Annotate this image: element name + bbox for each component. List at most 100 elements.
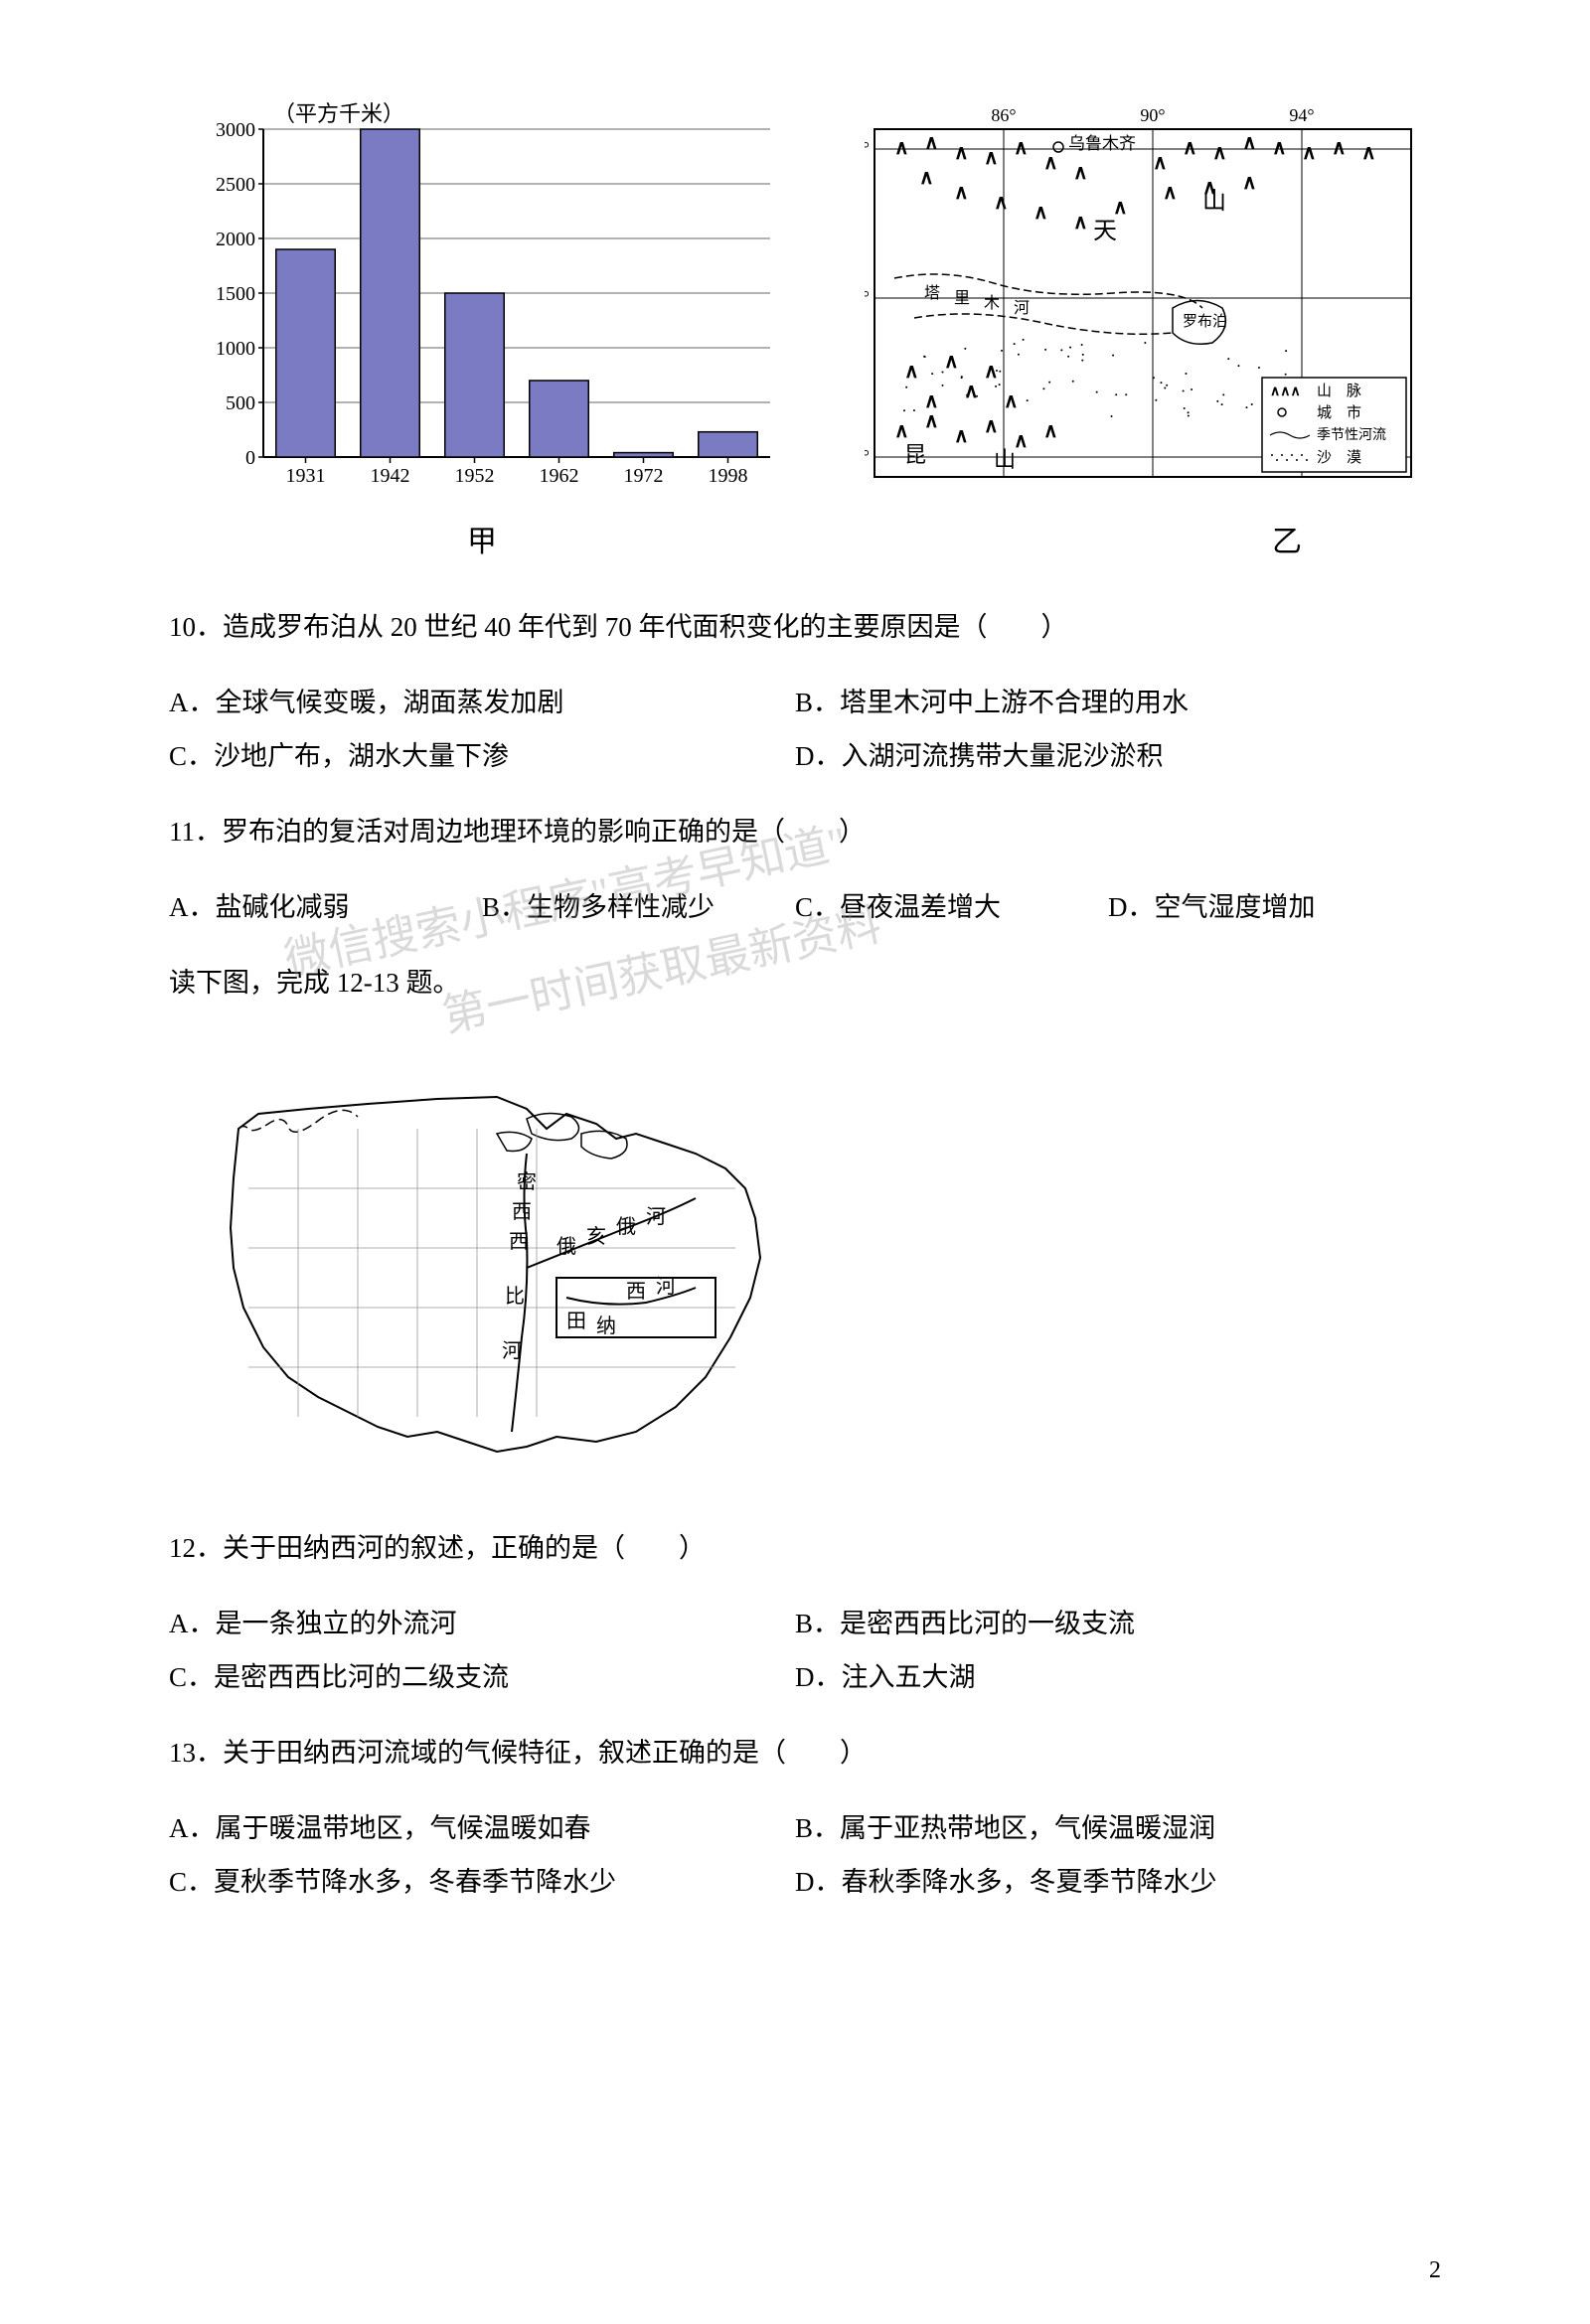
us-map-svg: 密西西比河俄亥俄河田纳西河 [189, 1039, 805, 1486]
svg-text:1942: 1942 [371, 465, 410, 487]
svg-text:天: 天 [1093, 219, 1117, 244]
svg-text:∧∧∧: ∧∧∧ [1270, 385, 1301, 399]
svg-text:∧: ∧ [924, 390, 939, 412]
svg-text:1000: 1000 [216, 338, 255, 360]
svg-text:∧: ∧ [954, 425, 969, 447]
svg-text:俄: 俄 [556, 1235, 576, 1258]
xinjiang-map: 86°90°94°44°40°36°∧∧∧∧∧∧∧∧∧∧∧∧∧∧∧∧∧∧∧∧∧∧… [865, 99, 1421, 497]
svg-text:40°: 40° [865, 287, 870, 307]
svg-text:密: 密 [517, 1170, 537, 1193]
svg-text:500: 500 [226, 392, 255, 414]
svg-text:∧: ∧ [1242, 132, 1257, 154]
svg-text:山 脉: 山 脉 [1317, 383, 1361, 399]
q13-opt-a: A．属于暖温带地区，气候温暖如春 [169, 1801, 795, 1855]
svg-text:2500: 2500 [216, 174, 255, 196]
instruction-text: 读下图，完成 12-13 题。 [169, 956, 1421, 1009]
svg-text:∧: ∧ [1212, 142, 1227, 164]
svg-text:∧: ∧ [944, 351, 959, 373]
svg-text:河: 河 [646, 1205, 666, 1228]
q13-opt-b: B．属于亚热带地区，气候温暖湿润 [795, 1801, 1421, 1855]
svg-text:94°: 94° [1289, 105, 1314, 125]
chart-svg: （平方千米）0500100015002000250030001931194219… [169, 99, 785, 497]
svg-text:沙 漠: 沙 漠 [1317, 449, 1361, 466]
q10-opt-c: C．沙地广布，湖水大量下渗 [169, 729, 795, 783]
svg-text:∧: ∧ [924, 410, 939, 432]
svg-text:3000: 3000 [216, 119, 255, 141]
q12-opt-b: B．是密西西比河的一级支流 [795, 1597, 1421, 1650]
svg-text:河: 河 [1014, 299, 1030, 317]
svg-text:∧: ∧ [1163, 182, 1178, 204]
svg-text:∧: ∧ [1034, 202, 1048, 224]
q10-options: A．全球气候变暖，湖面蒸发加剧 B．塔里木河中上游不合理的用水 C．沙地广布，湖… [169, 676, 1421, 783]
svg-text:∧: ∧ [1332, 137, 1347, 159]
svg-text:西: 西 [626, 1281, 646, 1303]
svg-text:∧: ∧ [954, 142, 969, 164]
q13-options: A．属于暖温带地区，气候温暖如春 B．属于亚热带地区，气候温暖湿润 C．夏秋季节… [169, 1801, 1421, 1909]
svg-text:∧: ∧ [1043, 152, 1058, 174]
q11-opt-a: A．盐碱化减弱 [169, 880, 482, 934]
svg-text:∧: ∧ [1004, 390, 1019, 412]
svg-text:∧: ∧ [1302, 142, 1317, 164]
svg-text:∧: ∧ [954, 182, 969, 204]
svg-text:∧: ∧ [964, 381, 979, 402]
q10-opt-a: A．全球气候变暖，湖面蒸发加剧 [169, 676, 795, 729]
svg-text:∧: ∧ [1073, 212, 1088, 233]
svg-text:（平方千米）: （平方千米） [273, 101, 404, 126]
figure-labels-row: 甲 乙 [169, 517, 1421, 560]
label-yi: 乙 [1272, 517, 1302, 560]
label-jia: 甲 [467, 517, 497, 560]
svg-text:1931: 1931 [286, 465, 326, 487]
q12-opt-d: D．注入五大湖 [795, 1650, 1421, 1704]
q10-opt-d: D．入湖河流携带大量泥沙淤积 [795, 729, 1421, 783]
svg-text:∧: ∧ [1014, 430, 1029, 452]
svg-text:∧: ∧ [1183, 137, 1197, 159]
q13-text: 13．关于田纳西河流域的气候特征，叙述正确的是（ ） [169, 1726, 1421, 1780]
svg-text:∧: ∧ [984, 361, 999, 383]
svg-text:∧: ∧ [919, 167, 934, 189]
svg-text:∧: ∧ [1113, 197, 1128, 219]
svg-text:44°: 44° [865, 138, 870, 158]
svg-text:∧: ∧ [984, 415, 999, 437]
svg-text:86°: 86° [991, 105, 1016, 125]
svg-text:2000: 2000 [216, 229, 255, 250]
q12-options: A．是一条独立的外流河 B．是密西西比河的一级支流 C．是密西西比河的二级支流 … [169, 1597, 1421, 1704]
svg-text:90°: 90° [1140, 105, 1165, 125]
svg-text:河: 河 [656, 1275, 676, 1298]
svg-text:∧: ∧ [894, 137, 909, 159]
map-svg: 86°90°94°44°40°36°∧∧∧∧∧∧∧∧∧∧∧∧∧∧∧∧∧∧∧∧∧∧… [865, 99, 1421, 497]
svg-text:∧: ∧ [1361, 142, 1376, 164]
svg-text:季节性河流: 季节性河流 [1317, 427, 1386, 443]
svg-text:亥: 亥 [586, 1225, 606, 1248]
q12-text: 12．关于田纳西河的叙述，正确的是（ ） [169, 1521, 1421, 1575]
figures-row: （平方千米）0500100015002000250030001931194219… [169, 99, 1421, 497]
svg-text:∧: ∧ [1272, 137, 1287, 159]
q11-opt-d: D．空气湿度增加 [1108, 880, 1421, 934]
us-map: 密西西比河俄亥俄河田纳西河 [189, 1039, 805, 1486]
svg-text:1972: 1972 [624, 465, 664, 487]
svg-text:西: 西 [512, 1201, 532, 1223]
svg-text:田: 田 [566, 1311, 586, 1332]
q10-text: 10．造成罗布泊从 20 世纪 40 年代到 70 年代面积变化的主要原因是（ … [169, 600, 1421, 654]
svg-text:1962: 1962 [540, 465, 579, 487]
svg-text:∧: ∧ [994, 192, 1009, 214]
bar-chart: （平方千米）0500100015002000250030001931194219… [169, 99, 785, 497]
q13-opt-d: D．春秋季降水多，冬夏季节降水少 [795, 1855, 1421, 1909]
q12-opt-c: C．是密西西比河的二级支流 [169, 1650, 795, 1704]
q11-options: A．盐碱化减弱 B．生物多样性减少 C．昼夜温差增大 D．空气湿度增加 [169, 880, 1421, 934]
svg-text:纳: 纳 [596, 1315, 616, 1337]
svg-text:乌鲁木齐: 乌鲁木齐 [1068, 134, 1136, 153]
svg-text:1500: 1500 [216, 283, 255, 305]
svg-text:山: 山 [1202, 188, 1226, 215]
page-number: 2 [1429, 2257, 1441, 2284]
svg-text:∧: ∧ [984, 147, 999, 169]
svg-text:∧: ∧ [1014, 137, 1029, 159]
svg-text:∧: ∧ [894, 420, 909, 442]
svg-text:1952: 1952 [455, 465, 495, 487]
svg-text:∧: ∧ [924, 132, 939, 154]
svg-text:36°: 36° [865, 446, 870, 466]
q13-opt-c: C．夏秋季节降水多，冬春季节降水少 [169, 1855, 795, 1909]
svg-text:西: 西 [509, 1231, 529, 1253]
svg-text:里: 里 [954, 289, 970, 307]
svg-text:俄: 俄 [616, 1215, 636, 1238]
svg-text:1998: 1998 [709, 465, 748, 487]
